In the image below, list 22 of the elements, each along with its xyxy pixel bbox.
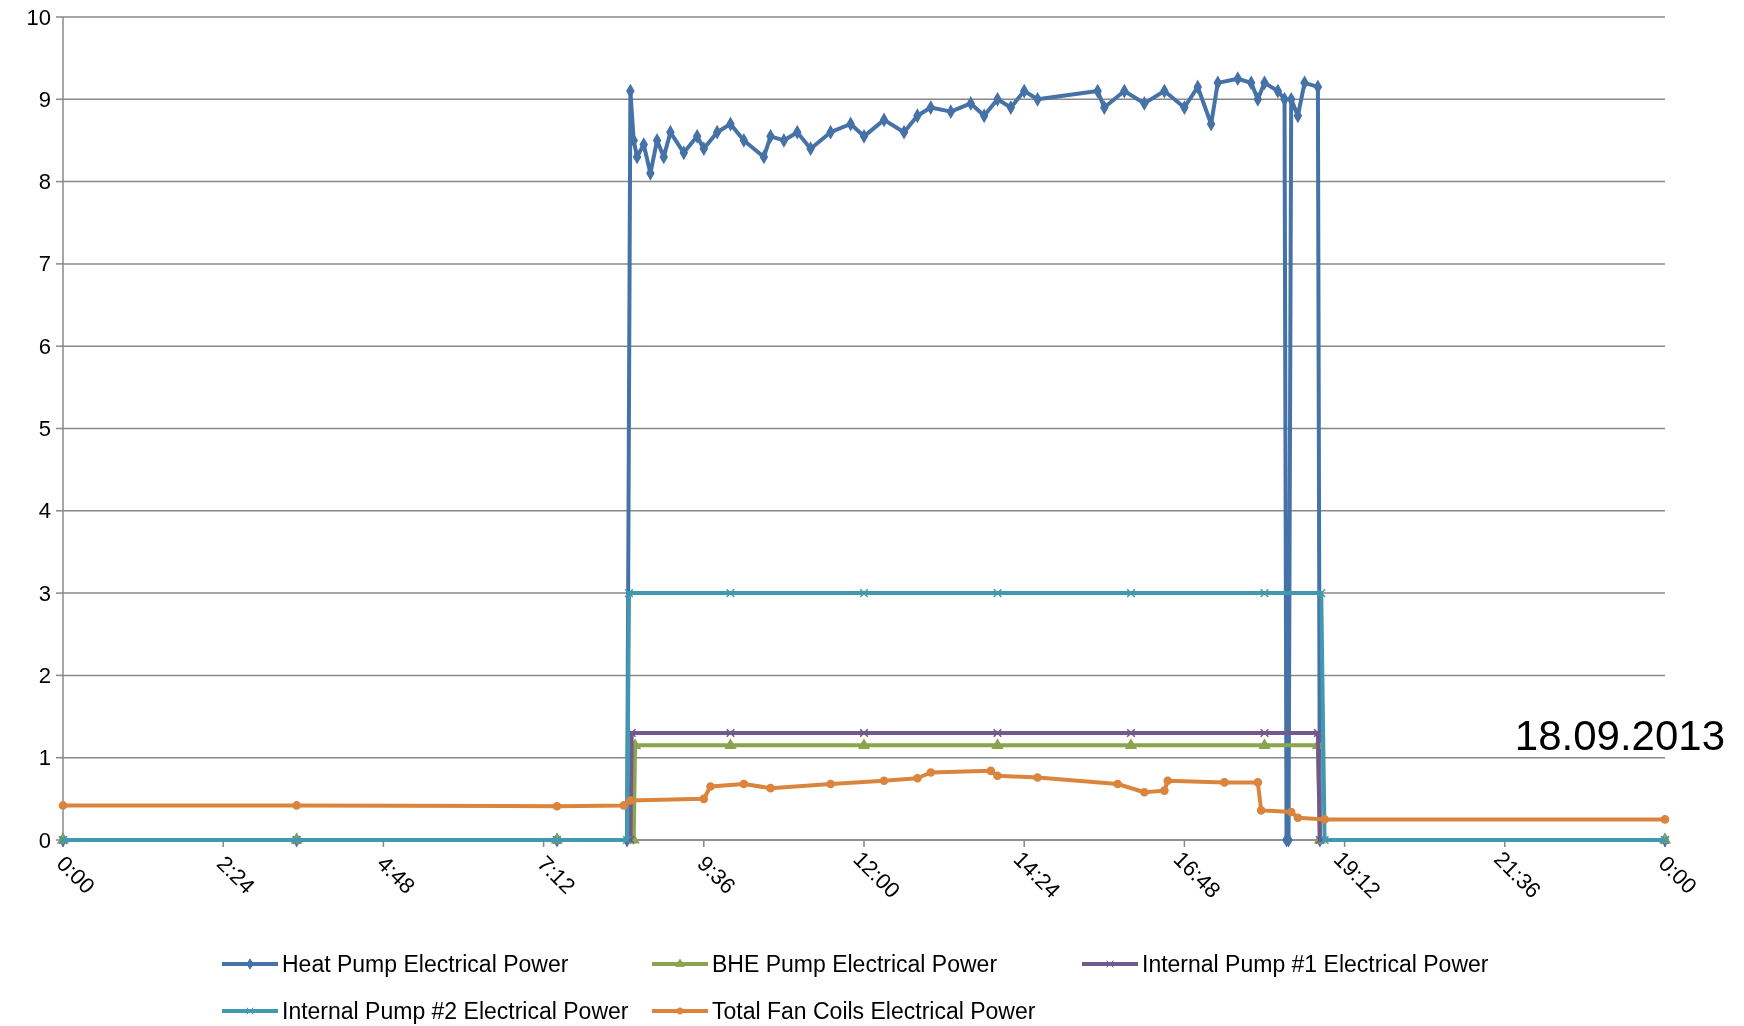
y-tick-label: 6 [38,333,51,359]
x-tick-label: 2:24 [211,850,260,899]
y-tick-label: 7 [38,251,51,277]
legend-label: Internal Pump #1 Electrical Power [1142,951,1489,977]
y-tick-label: 10 [26,4,51,30]
y-tick-label: 9 [38,86,51,112]
legend-label: Total Fan Coils Electrical Power [712,998,1036,1024]
legend-label: Internal Pump #2 Electrical Power [282,998,629,1024]
annotation: 18.09.2013 [1514,712,1725,759]
x-tick-label: 0:00 [51,850,100,899]
y-tick-label: 2 [38,662,51,688]
y-tick-label: 5 [38,416,51,441]
x-tick-label: 0:00 [1653,850,1702,899]
y-tick-label: 4 [38,498,51,524]
y-tick-label: 3 [38,580,51,606]
legend-label: Heat Pump Electrical Power [282,951,569,977]
y-tick-label: 0 [38,827,51,853]
x-tick-label: 9:36 [692,850,741,899]
y-tick-label: 1 [38,745,51,771]
legend-label: BHE Pump Electrical Power [712,951,998,977]
y-tick-label: 8 [38,169,51,195]
x-tick-label: 4:48 [372,850,421,899]
